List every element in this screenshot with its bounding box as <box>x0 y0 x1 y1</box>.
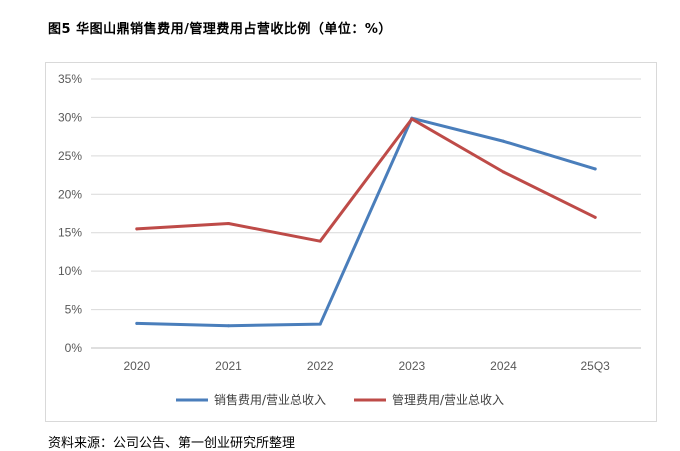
x-tick-label: 2021 <box>215 359 242 373</box>
legend-label: 销售费用/营业总收入 <box>214 392 326 407</box>
data-point <box>135 321 139 325</box>
data-point <box>593 215 597 219</box>
series-line-2 <box>135 117 597 243</box>
chart-container: 0% 5% 10% 15% 20% 25% 30% 35% 2020 2021 2022 2023 2… <box>45 62 657 422</box>
data-point <box>227 324 230 328</box>
series-line-1 <box>135 116 597 328</box>
data-point <box>227 221 230 225</box>
y-tick-label: 35% <box>58 72 82 86</box>
x-tick-label: 2023 <box>398 359 425 373</box>
y-tick-label: 0% <box>65 341 83 355</box>
source-note: 资料来源：公司公告、第一创业研究所整理 <box>48 436 296 451</box>
data-point <box>593 167 597 171</box>
figure-title: 图5 华图山鼎销售费用/管理费用占营收比例（单位：%） <box>48 22 392 37</box>
line-chart: 0% 5% 10% 15% 20% 25% 30% 35% 2020 2021 2022 2023 2… <box>58 72 641 407</box>
y-tick-label: 5% <box>65 303 83 317</box>
y-tick-label: 20% <box>58 187 82 201</box>
data-point <box>135 227 139 231</box>
data-point <box>410 117 414 121</box>
legend-label: 管理费用/营业总收入 <box>392 392 504 407</box>
data-point <box>502 170 505 174</box>
x-tick-label: 2020 <box>123 359 150 373</box>
x-tick-label: 25Q3 <box>580 359 610 373</box>
y-tick-label: 10% <box>58 264 82 278</box>
y-tick-label: 30% <box>58 110 82 124</box>
y-tick-label: 25% <box>58 149 82 163</box>
y-tick-label: 15% <box>58 226 82 240</box>
x-tick-label: 2022 <box>307 359 334 373</box>
data-point <box>318 322 322 326</box>
data-point <box>318 239 322 243</box>
x-tick-label: 2024 <box>490 359 517 373</box>
data-point <box>502 139 505 143</box>
